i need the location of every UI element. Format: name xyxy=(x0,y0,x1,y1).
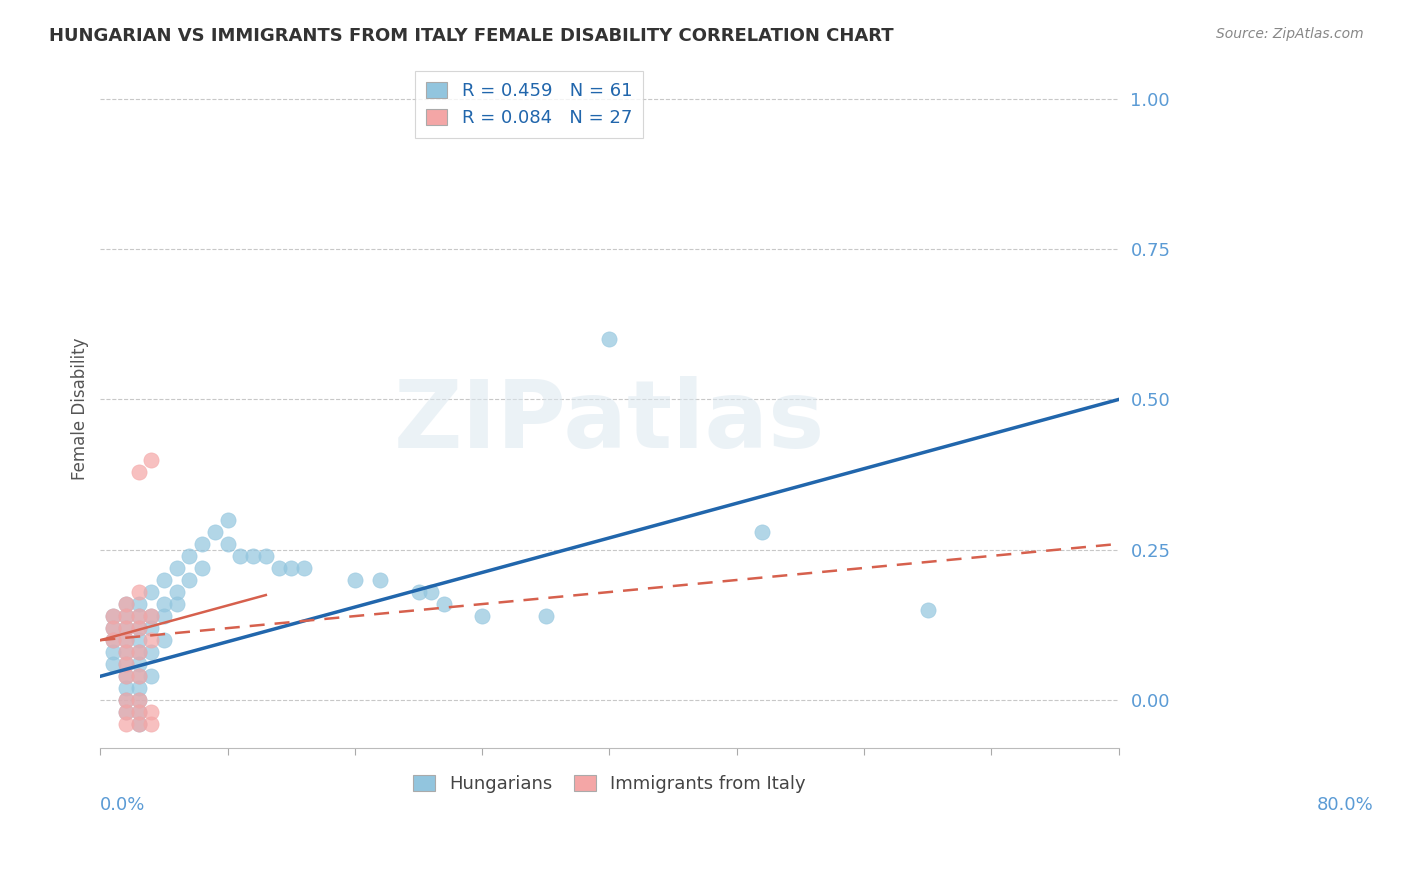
Point xyxy=(141,609,163,624)
Point xyxy=(128,693,150,707)
Point xyxy=(128,717,150,731)
Point xyxy=(153,597,176,611)
Point xyxy=(267,561,290,575)
Point xyxy=(128,669,150,683)
Point xyxy=(917,603,939,617)
Point xyxy=(141,669,163,683)
Point xyxy=(166,561,188,575)
Point xyxy=(128,621,150,635)
Text: 80.0%: 80.0% xyxy=(1316,796,1374,814)
Point xyxy=(101,657,124,672)
Point xyxy=(166,585,188,599)
Point xyxy=(128,609,150,624)
Point xyxy=(114,621,136,635)
Text: Source: ZipAtlas.com: Source: ZipAtlas.com xyxy=(1216,27,1364,41)
Point xyxy=(114,693,136,707)
Point xyxy=(101,621,124,635)
Point xyxy=(114,706,136,720)
Point xyxy=(114,633,136,648)
Point xyxy=(141,452,163,467)
Point xyxy=(114,609,136,624)
Point xyxy=(204,524,226,539)
Point xyxy=(534,609,557,624)
Point xyxy=(433,597,456,611)
Point xyxy=(114,706,136,720)
Point xyxy=(254,549,277,563)
Point xyxy=(114,669,136,683)
Point xyxy=(128,717,150,731)
Point xyxy=(114,633,136,648)
Point xyxy=(141,645,163,659)
Point xyxy=(114,717,136,731)
Y-axis label: Female Disability: Female Disability xyxy=(72,337,89,480)
Point xyxy=(141,585,163,599)
Point xyxy=(128,633,150,648)
Point xyxy=(191,561,214,575)
Point xyxy=(141,633,163,648)
Point xyxy=(280,561,302,575)
Text: ZIPatlas: ZIPatlas xyxy=(394,376,825,468)
Point xyxy=(128,465,150,479)
Point xyxy=(114,597,136,611)
Point xyxy=(101,633,124,648)
Point xyxy=(101,609,124,624)
Point xyxy=(242,549,264,563)
Point xyxy=(179,573,201,587)
Point xyxy=(471,609,494,624)
Point xyxy=(179,549,201,563)
Point xyxy=(166,597,188,611)
Point xyxy=(128,621,150,635)
Point xyxy=(141,621,163,635)
Point xyxy=(114,645,136,659)
Point xyxy=(598,332,620,346)
Point xyxy=(343,573,366,587)
Point xyxy=(101,645,124,659)
Point xyxy=(128,681,150,696)
Point xyxy=(128,669,150,683)
Point xyxy=(128,609,150,624)
Point xyxy=(217,537,239,551)
Point xyxy=(114,669,136,683)
Point xyxy=(101,633,124,648)
Point xyxy=(128,597,150,611)
Point xyxy=(128,645,150,659)
Point xyxy=(114,657,136,672)
Point xyxy=(141,706,163,720)
Point xyxy=(128,693,150,707)
Point xyxy=(292,561,315,575)
Point xyxy=(420,585,443,599)
Point xyxy=(101,609,124,624)
Point xyxy=(114,609,136,624)
Point xyxy=(128,585,150,599)
Text: 0.0%: 0.0% xyxy=(100,796,146,814)
Point xyxy=(370,573,392,587)
Point xyxy=(128,645,150,659)
Point xyxy=(114,681,136,696)
Point xyxy=(128,657,150,672)
Point xyxy=(217,513,239,527)
Legend: Hungarians, Immigrants from Italy: Hungarians, Immigrants from Italy xyxy=(406,768,813,801)
Point xyxy=(153,573,176,587)
Point xyxy=(114,693,136,707)
Point xyxy=(153,609,176,624)
Point xyxy=(229,549,252,563)
Text: HUNGARIAN VS IMMIGRANTS FROM ITALY FEMALE DISABILITY CORRELATION CHART: HUNGARIAN VS IMMIGRANTS FROM ITALY FEMAL… xyxy=(49,27,894,45)
Point xyxy=(751,524,773,539)
Point xyxy=(141,609,163,624)
Point xyxy=(191,537,214,551)
Point xyxy=(128,706,150,720)
Point xyxy=(128,706,150,720)
Point xyxy=(408,585,430,599)
Point xyxy=(141,717,163,731)
Point xyxy=(114,621,136,635)
Point xyxy=(114,597,136,611)
Point xyxy=(153,633,176,648)
Point xyxy=(114,657,136,672)
Point xyxy=(101,621,124,635)
Point xyxy=(114,645,136,659)
